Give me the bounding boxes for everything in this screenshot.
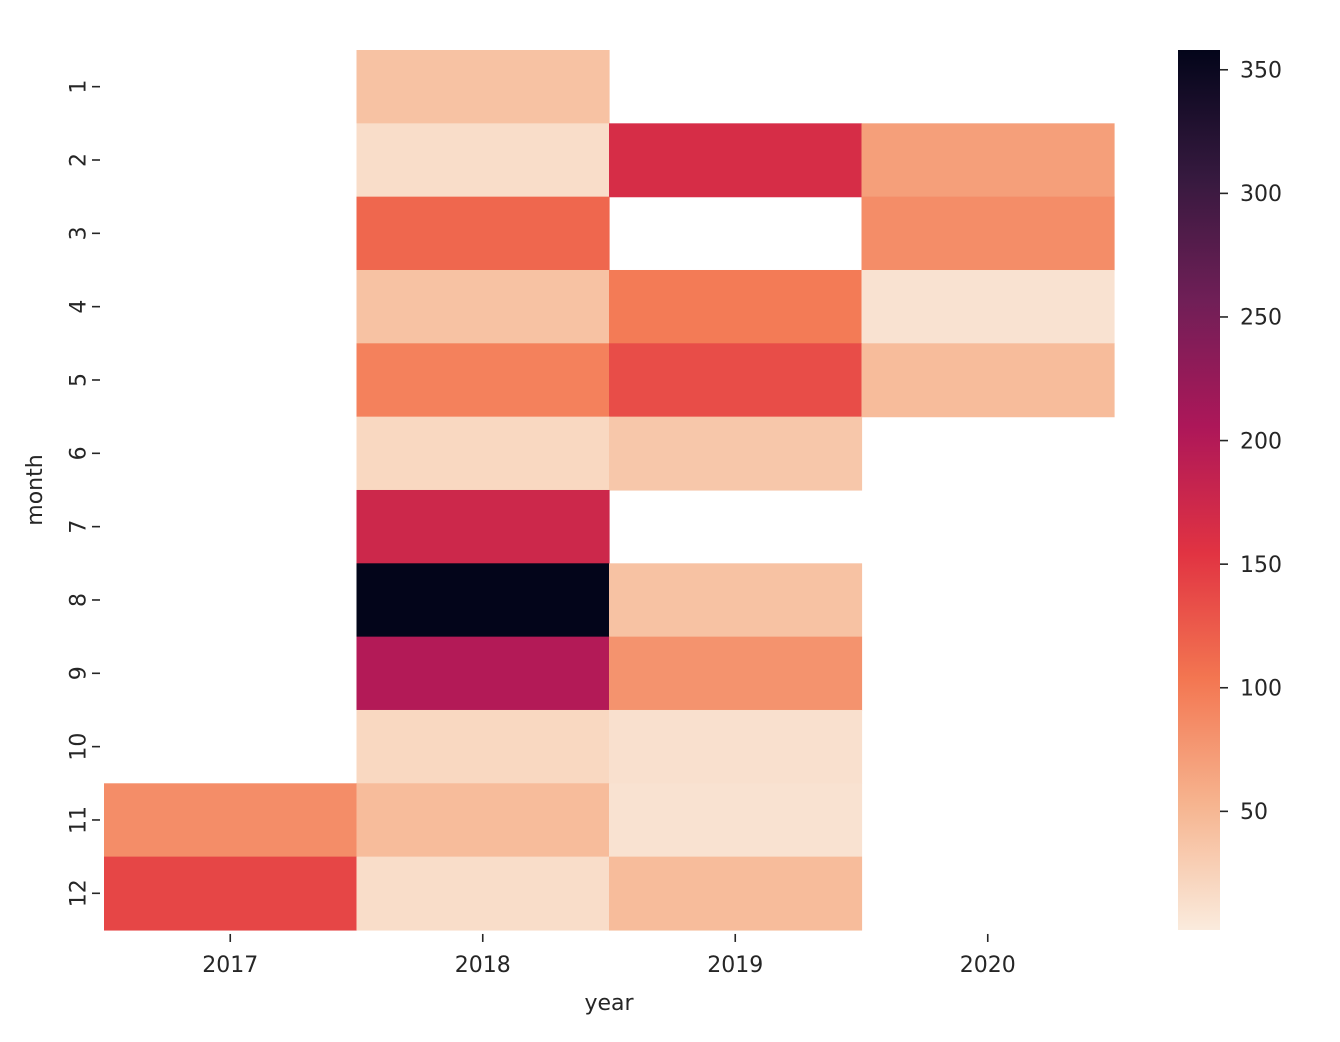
heatmap-cell xyxy=(104,783,358,858)
x-tick-label: 2019 xyxy=(707,953,763,978)
y-tick-label: 10 xyxy=(67,733,92,761)
y-tick-label: 5 xyxy=(67,373,92,387)
heatmap-cell xyxy=(356,856,610,931)
y-tick-label: 8 xyxy=(67,593,92,607)
x-tick-label: 2017 xyxy=(202,953,258,978)
heatmap-cell xyxy=(356,489,610,564)
x-tick-label: 2020 xyxy=(960,953,1016,978)
heatmap-cell xyxy=(104,856,358,931)
y-tick-label: 2 xyxy=(67,153,92,167)
heatmap-cell xyxy=(356,783,610,858)
heatmap-cell xyxy=(861,196,1115,271)
heatmap-cell xyxy=(356,196,610,271)
y-tick-label: 1 xyxy=(67,80,92,94)
colorbar-tick-label: 300 xyxy=(1240,182,1282,207)
y-tick-label: 12 xyxy=(67,879,92,907)
heatmap-cell xyxy=(609,636,863,711)
heatmap-cell xyxy=(609,783,863,858)
heatmap-cell xyxy=(861,269,1115,344)
heatmap-cell xyxy=(356,416,610,491)
colorbar: 50 100 150 200 250 300 350 xyxy=(1178,50,1282,930)
y-tick-label: 6 xyxy=(67,446,92,460)
heatmap-cell xyxy=(861,343,1115,418)
heatmap-cell xyxy=(609,123,863,198)
colorbar-tick-label: 200 xyxy=(1240,429,1282,454)
heatmap-cell xyxy=(609,269,863,344)
y-tick-label: 11 xyxy=(67,806,92,834)
y-tick-label: 4 xyxy=(67,300,92,314)
colorbar-tick-label: 50 xyxy=(1240,800,1268,825)
x-axis-ticks: 2017 2018 2019 2020 xyxy=(202,933,1016,978)
colorbar-tick-label: 100 xyxy=(1240,676,1282,701)
heatmap-cell xyxy=(609,856,863,931)
y-tick-label: 7 xyxy=(67,520,92,534)
heatmap-cell xyxy=(861,123,1115,198)
heatmap-cell xyxy=(356,709,610,784)
x-tick-label: 2018 xyxy=(455,953,511,978)
heatmap-cell xyxy=(609,343,863,418)
colorbar-ticks: 50 100 150 200 250 300 350 xyxy=(1220,58,1282,825)
y-tick-label: 9 xyxy=(67,666,92,680)
heatmap-cell xyxy=(356,269,610,344)
y-tick-label: 3 xyxy=(67,226,92,240)
heatmap-cell xyxy=(356,50,610,124)
colorbar-tick-label: 350 xyxy=(1240,58,1282,83)
heatmap-cells xyxy=(104,50,1115,931)
heatmap-cell xyxy=(356,123,610,198)
heatmap-cell xyxy=(609,709,863,784)
colorbar-tick-label: 150 xyxy=(1240,553,1282,578)
y-axis-label: month xyxy=(23,454,48,525)
heatmap-cell xyxy=(609,416,863,491)
colorbar-tick-label: 250 xyxy=(1240,306,1282,331)
x-axis-label: year xyxy=(584,991,634,1016)
heatmap-cell xyxy=(609,563,863,638)
heatmap-cell xyxy=(356,636,610,711)
colorbar-gradient xyxy=(1178,50,1220,930)
heatmap-cell xyxy=(356,343,610,418)
heatmap-cell xyxy=(356,563,610,638)
